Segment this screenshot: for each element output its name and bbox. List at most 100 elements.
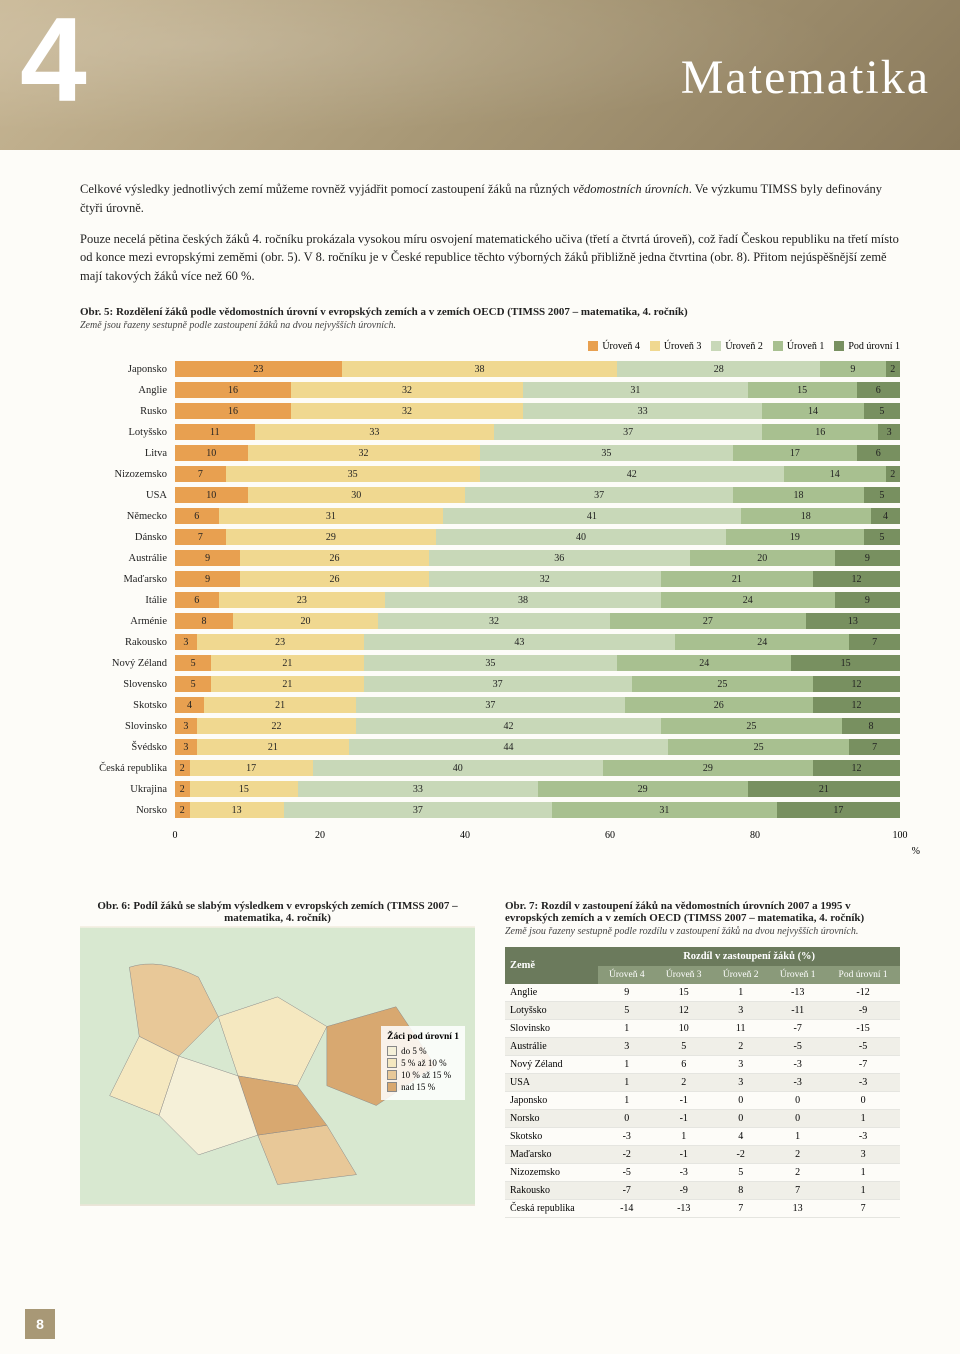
bar-segment: 24 <box>617 655 791 671</box>
country-cell: Česká republika <box>505 1199 598 1217</box>
bar-segment: 31 <box>552 802 777 818</box>
bar-segment: 3 <box>175 718 197 734</box>
bar-segment: 30 <box>248 487 466 503</box>
value-cell: -1 <box>655 1145 712 1163</box>
legend-item: Úroveň 1 <box>773 341 825 352</box>
country-label: Slovinsko <box>80 721 175 732</box>
bar-segment: 9 <box>175 550 240 566</box>
bar-segment: 21 <box>661 571 813 587</box>
country-label: Rusko <box>80 406 175 417</box>
bar-row: Maďarsko926322112 <box>80 570 900 589</box>
value-cell: 7 <box>712 1199 769 1217</box>
value-cell: -9 <box>826 1001 900 1019</box>
country-label: Arménie <box>80 616 175 627</box>
bar-segment: 22 <box>197 718 357 734</box>
bar-segment: 42 <box>480 466 785 482</box>
table-row: Skotsko-3141-3 <box>505 1127 900 1145</box>
bar-segment: 16 <box>175 403 291 419</box>
value-cell: 1 <box>712 984 769 1002</box>
bar-row: Slovensko521372512 <box>80 675 900 694</box>
table-subheader: Úroveň 1 <box>769 966 826 984</box>
value-cell: 0 <box>598 1109 655 1127</box>
country-cell: Norsko <box>505 1109 598 1127</box>
country-cell: Nový Zéland <box>505 1055 598 1073</box>
value-cell: 12 <box>655 1001 712 1019</box>
map-legend-item: do 5 % <box>387 1046 459 1056</box>
table-row: Slovinsko11011-7-15 <box>505 1019 900 1037</box>
bar-segment: 17 <box>733 445 856 461</box>
bar-segment: 14 <box>784 466 886 482</box>
country-label: Norsko <box>80 805 175 816</box>
country-label: Anglie <box>80 385 175 396</box>
content-area: Celkové výsledky jednotlivých zemí můžem… <box>0 150 960 880</box>
bar-segment: 41 <box>443 508 740 524</box>
value-cell: 0 <box>712 1109 769 1127</box>
bar-segment: 9 <box>820 361 885 377</box>
axis-tick: 80 <box>750 830 760 841</box>
bar-segment: 29 <box>603 760 813 776</box>
bar-segment: 12 <box>813 697 900 713</box>
country-label: Česká republika <box>80 763 175 774</box>
legend-item: Pod úrovní 1 <box>834 341 900 352</box>
bar-row: Dánsko72940195 <box>80 528 900 547</box>
value-cell: -7 <box>598 1181 655 1199</box>
value-cell: -1 <box>655 1091 712 1109</box>
country-label: Litva <box>80 448 175 459</box>
legend-item: Úroveň 4 <box>588 341 640 352</box>
axis-tick: 0 <box>173 830 178 841</box>
bar-segment: 26 <box>625 697 814 713</box>
country-cell: Rakousko <box>505 1181 598 1199</box>
bar-segment: 40 <box>436 529 726 545</box>
value-cell: 0 <box>826 1091 900 1109</box>
value-cell: 1 <box>826 1163 900 1181</box>
country-label: Švédsko <box>80 742 175 753</box>
bar-segment: 18 <box>741 508 872 524</box>
bar-segment: 38 <box>342 361 618 377</box>
bar-row: Litva103235176 <box>80 444 900 463</box>
bar-segment: 8 <box>842 718 900 734</box>
bar-segment: 15 <box>748 382 857 398</box>
bar-segment: 23 <box>175 361 342 377</box>
bar-segment: 6 <box>857 382 901 398</box>
value-cell: -9 <box>655 1181 712 1199</box>
bar-segment: 2 <box>886 466 901 482</box>
table-subheader: Úroveň 2 <box>712 966 769 984</box>
table-subheader: Úroveň 3 <box>655 966 712 984</box>
bar-segment: 5 <box>864 403 900 419</box>
bar-segment: 28 <box>617 361 820 377</box>
bar-row: Slovinsko32242258 <box>80 717 900 736</box>
bar-row: Česká republika217402912 <box>80 759 900 778</box>
value-cell: -3 <box>769 1073 826 1091</box>
bar-segment: 7 <box>175 466 226 482</box>
map-legend-item: nad 15 % <box>387 1082 459 1092</box>
country-label: Dánsko <box>80 532 175 543</box>
bar-segment: 33 <box>298 781 537 797</box>
country-cell: Skotsko <box>505 1127 598 1145</box>
value-cell: -7 <box>769 1019 826 1037</box>
country-cell: Lotyšsko <box>505 1001 598 1019</box>
chart5-axis: 020406080100% <box>175 830 900 860</box>
country-label: USA <box>80 490 175 501</box>
bar-segment: 4 <box>871 508 900 524</box>
value-cell: 5 <box>598 1001 655 1019</box>
value-cell: 4 <box>712 1127 769 1145</box>
bar-segment: 32 <box>291 403 523 419</box>
value-cell: 1 <box>598 1055 655 1073</box>
chart6-section: Obr. 6: Podíl žáků se slabým výsledkem v… <box>80 880 475 1218</box>
bar-segment: 2 <box>175 781 190 797</box>
bar-segment: 3 <box>175 739 197 755</box>
bar-segment: 32 <box>291 382 523 398</box>
bar-segment: 33 <box>523 403 762 419</box>
value-cell: 2 <box>712 1037 769 1055</box>
bar-row: Anglie163231156 <box>80 381 900 400</box>
bar-segment: 23 <box>197 634 364 650</box>
table-row: Norsko0-1001 <box>505 1109 900 1127</box>
value-cell: 5 <box>655 1037 712 1055</box>
bar-segment: 18 <box>733 487 864 503</box>
bar-segment: 25 <box>668 739 849 755</box>
value-cell: -3 <box>598 1127 655 1145</box>
country-label: Ukrajina <box>80 784 175 795</box>
value-cell: -12 <box>826 984 900 1002</box>
bar-row: Norsko213373117 <box>80 801 900 820</box>
bar-row: Japonsko23382892 <box>80 360 900 379</box>
